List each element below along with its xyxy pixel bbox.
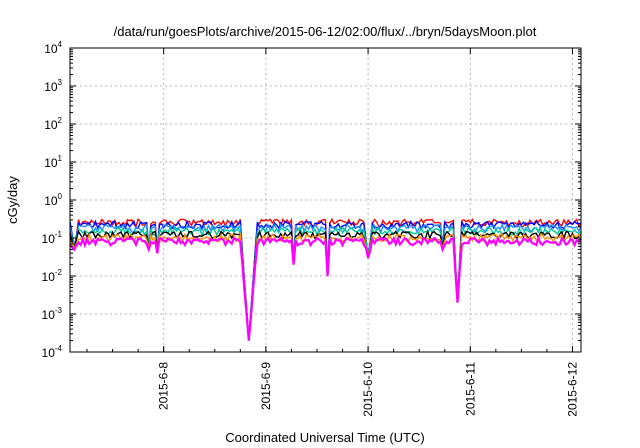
y-tick-label: 103	[44, 78, 62, 94]
y-tick-label: 10-1	[42, 230, 63, 246]
x-tick-label: 2015-6-8	[157, 362, 171, 410]
chart-title: /data/run/goesPlots/archive/2015-06-12/0…	[114, 24, 537, 39]
y-tick-label: 102	[44, 116, 62, 132]
x-tick-label: 2015-6-9	[259, 362, 273, 410]
y-tick-label: 104	[44, 40, 62, 56]
x-axis-label: Coordinated Universal Time (UTC)	[225, 430, 424, 445]
y-tick-label: 100	[44, 192, 62, 208]
x-tick-label: 2015-6-11	[463, 362, 477, 416]
x-tick-label: 2015-6-10	[361, 362, 375, 417]
y-tick-label: 101	[44, 154, 62, 170]
y-tick-label: 10-3	[42, 306, 63, 322]
y-axis-label: cGy/day	[5, 176, 20, 224]
x-tick-label: 2015-6-12	[565, 362, 579, 417]
series-line	[69, 219, 582, 338]
series-group	[69, 217, 582, 341]
series-line	[69, 217, 582, 341]
y-tick-label: 10-4	[42, 344, 63, 360]
y-tick-label: 10-2	[42, 268, 63, 284]
ticks: 10-4 10-3 10-2 10-1 100 101 102 103 104 2015-6-8 2…	[42, 40, 581, 417]
series-line	[69, 235, 582, 341]
grid	[70, 48, 581, 352]
